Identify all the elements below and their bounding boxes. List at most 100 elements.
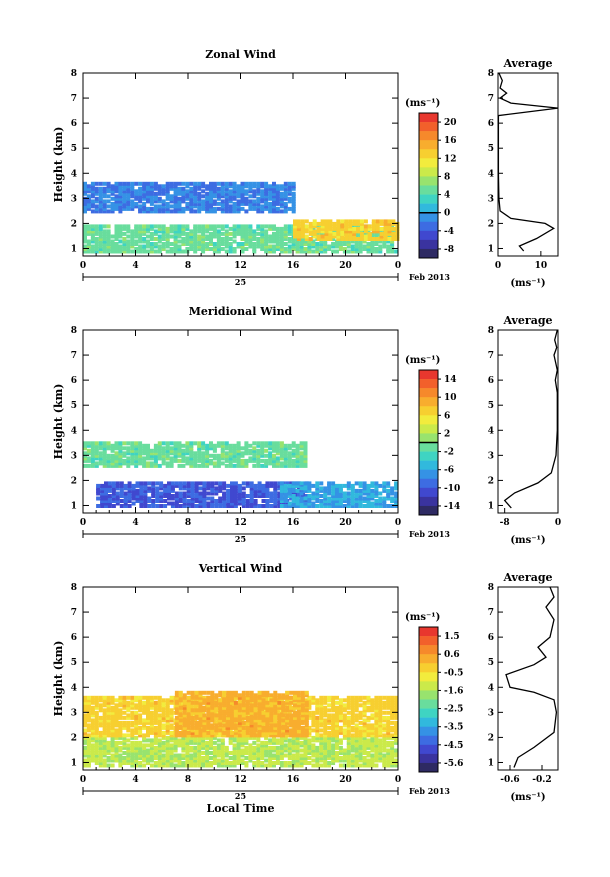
heatmap-cell — [264, 459, 268, 463]
heatmap-cell — [107, 204, 111, 208]
heatmap-cell — [122, 182, 126, 186]
heatmap-cell — [120, 481, 124, 485]
panel-title: Meridional Wind — [189, 305, 293, 318]
heatmap-cell — [264, 764, 268, 768]
heatmap-cell — [300, 486, 304, 490]
heatmap-cell — [154, 224, 158, 228]
heatmap-cell — [297, 219, 301, 223]
heatmap-cell — [265, 499, 269, 503]
heatmap-cell — [284, 242, 288, 246]
heatmap-cell — [142, 764, 146, 768]
heatmap-cell — [193, 224, 197, 228]
heatmap-cell — [130, 741, 134, 745]
heatmap-cell — [317, 227, 321, 231]
heatmap-cell — [311, 764, 315, 768]
heatmap-cell — [205, 224, 209, 228]
heatmap-cell — [264, 441, 268, 445]
heatmap-cell — [107, 454, 111, 458]
profile-y-tick-label: 5 — [488, 401, 494, 411]
heatmap-cell — [118, 741, 122, 745]
heatmap-cell — [273, 481, 277, 485]
heatmap-cell — [238, 703, 242, 707]
heatmap-cell — [264, 449, 268, 453]
heatmap-cell — [217, 182, 221, 186]
heatmap-cell — [242, 486, 246, 490]
heatmap-cell — [214, 481, 218, 485]
heatmap-cell — [202, 691, 206, 695]
heatmap-cell — [268, 441, 272, 445]
heatmap-cell — [233, 224, 237, 228]
heatmap-cell — [189, 182, 193, 186]
y-axis-label: Height (km) — [52, 127, 65, 203]
heatmap-cell — [146, 743, 150, 747]
heatmap-cell — [374, 696, 378, 700]
x-tick-label: 8 — [185, 261, 191, 271]
colorbar-tick-label: 14 — [444, 375, 457, 385]
colorbar-tick-label: 10 — [444, 393, 457, 403]
heatmap-cell — [201, 441, 205, 445]
heatmap-cell — [335, 696, 339, 700]
heatmap-cell — [229, 444, 233, 448]
heatmap-cell — [386, 489, 390, 493]
heatmap-cell — [147, 497, 151, 501]
x-tick-label: 20 — [339, 518, 352, 528]
heatmap-cell — [170, 194, 174, 198]
heatmap-cell — [252, 182, 256, 186]
heatmap-cell — [367, 716, 371, 720]
heatmap-cell — [305, 235, 309, 239]
heatmap-cell — [205, 192, 209, 196]
colorbar-segment — [419, 222, 438, 231]
heatmap-cell — [107, 209, 111, 213]
heatmap-cell — [388, 237, 392, 241]
heatmap-cell — [311, 759, 315, 763]
heatmap-cell — [292, 449, 296, 453]
heatmap-cell — [296, 481, 300, 485]
heatmap-cell — [370, 698, 374, 702]
colorbar-segment — [419, 213, 438, 222]
heatmap-cell — [191, 716, 195, 720]
heatmap-cell — [300, 492, 304, 496]
heatmap-cell — [327, 245, 331, 249]
heatmap-cell — [327, 761, 331, 765]
heatmap-cell — [382, 701, 386, 705]
heatmap-cell — [111, 184, 115, 188]
heatmap-cell — [244, 459, 248, 463]
panel-title: Vertical Wind — [198, 562, 283, 575]
heatmap-cell — [217, 454, 221, 458]
heatmap-cell — [244, 197, 248, 201]
heatmap-cell — [193, 441, 197, 445]
colorbar-tick-label: 0 — [444, 209, 450, 219]
heatmap-cell — [193, 746, 197, 750]
heatmap-region-3 — [83, 441, 308, 468]
heatmap-cell — [359, 721, 363, 725]
profile-x-tick-label: 0 — [555, 518, 561, 528]
heatmap-cell — [351, 484, 355, 488]
heatmap-cell — [103, 182, 107, 186]
heatmap-cell — [87, 449, 91, 453]
heatmap-cell — [252, 761, 256, 765]
heatmap-cell — [138, 224, 142, 228]
heatmap-cell — [321, 235, 325, 239]
heatmap-cell — [206, 731, 210, 735]
heatmap-cell — [296, 489, 300, 493]
heatmap-cell — [336, 219, 340, 223]
profile-y-tick-label: 6 — [488, 119, 494, 129]
heatmap-cell — [254, 499, 258, 503]
heatmap-cell — [367, 242, 371, 246]
heatmap-cell — [170, 456, 174, 460]
colorbar-segment — [419, 424, 438, 433]
heatmap-cell — [304, 497, 308, 501]
heatmap-cell — [327, 497, 331, 501]
heatmap-cell — [95, 187, 99, 191]
heatmap-cell — [150, 232, 154, 236]
heatmap-cell — [146, 738, 150, 742]
heatmap-cell — [376, 219, 380, 223]
heatmap-cell — [103, 708, 107, 712]
heatmap-cell — [262, 504, 266, 508]
heatmap-cell — [210, 481, 214, 485]
heatmap-cell — [391, 232, 395, 236]
heatmap-cell — [241, 749, 245, 753]
heatmap-cell — [209, 441, 213, 445]
heatmap-cell — [256, 182, 260, 186]
x-tick-label: 8 — [185, 518, 191, 528]
